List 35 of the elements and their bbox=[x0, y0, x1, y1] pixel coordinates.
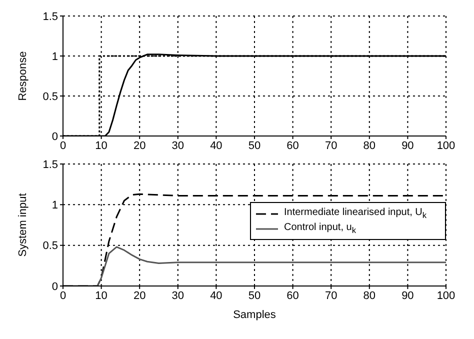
x-tick-label: 100 bbox=[436, 290, 456, 302]
x-tick-label: 90 bbox=[402, 140, 414, 152]
x-tick-label: 100 bbox=[436, 140, 456, 152]
x-tick-label: 50 bbox=[248, 290, 261, 302]
x-tick-label: 90 bbox=[402, 290, 414, 302]
y-tick-label: 0.5 bbox=[42, 240, 58, 252]
x-tick-label: 40 bbox=[210, 290, 222, 302]
x-tick-label: 20 bbox=[133, 290, 146, 302]
y-tick-label: 1.5 bbox=[42, 10, 58, 23]
x-tick-label: 30 bbox=[172, 140, 184, 152]
legend-label: Intermediate linearised input, U$_{k}$ bbox=[284, 207, 427, 220]
x-tick-label: 70 bbox=[324, 290, 338, 302]
y-tick-label: 0 bbox=[52, 130, 58, 143]
legend-label: Control input, u$_{k}$ bbox=[284, 222, 356, 235]
y-tick-label: 0 bbox=[52, 280, 58, 293]
x-tick-label: 70 bbox=[324, 140, 338, 152]
x-tick-label: 80 bbox=[363, 290, 376, 302]
x-tick-label: 0 bbox=[60, 140, 66, 152]
x-tick-label: 10 bbox=[95, 290, 108, 302]
y-tick-label: 0.5 bbox=[42, 90, 58, 103]
y-tick-label: 1.5 bbox=[42, 158, 58, 171]
x-tick-label: 30 bbox=[172, 290, 184, 302]
y-tick-label: 1 bbox=[52, 200, 58, 212]
x-tick-label: 20 bbox=[133, 140, 146, 152]
y-axis-title: System input bbox=[16, 193, 29, 257]
x-tick-label: 80 bbox=[363, 140, 376, 152]
y-axis-title: Response bbox=[16, 51, 29, 101]
x-tick-label: 10 bbox=[95, 140, 108, 152]
x-tick-label: 40 bbox=[210, 140, 222, 152]
x-axis-title: Samples bbox=[233, 309, 276, 321]
x-tick-label: 50 bbox=[248, 140, 261, 152]
x-tick-label: 60 bbox=[286, 290, 299, 302]
x-tick-label: 60 bbox=[286, 140, 299, 152]
y-tick-label: 1 bbox=[52, 50, 58, 63]
x-tick-label: 0 bbox=[60, 290, 66, 302]
